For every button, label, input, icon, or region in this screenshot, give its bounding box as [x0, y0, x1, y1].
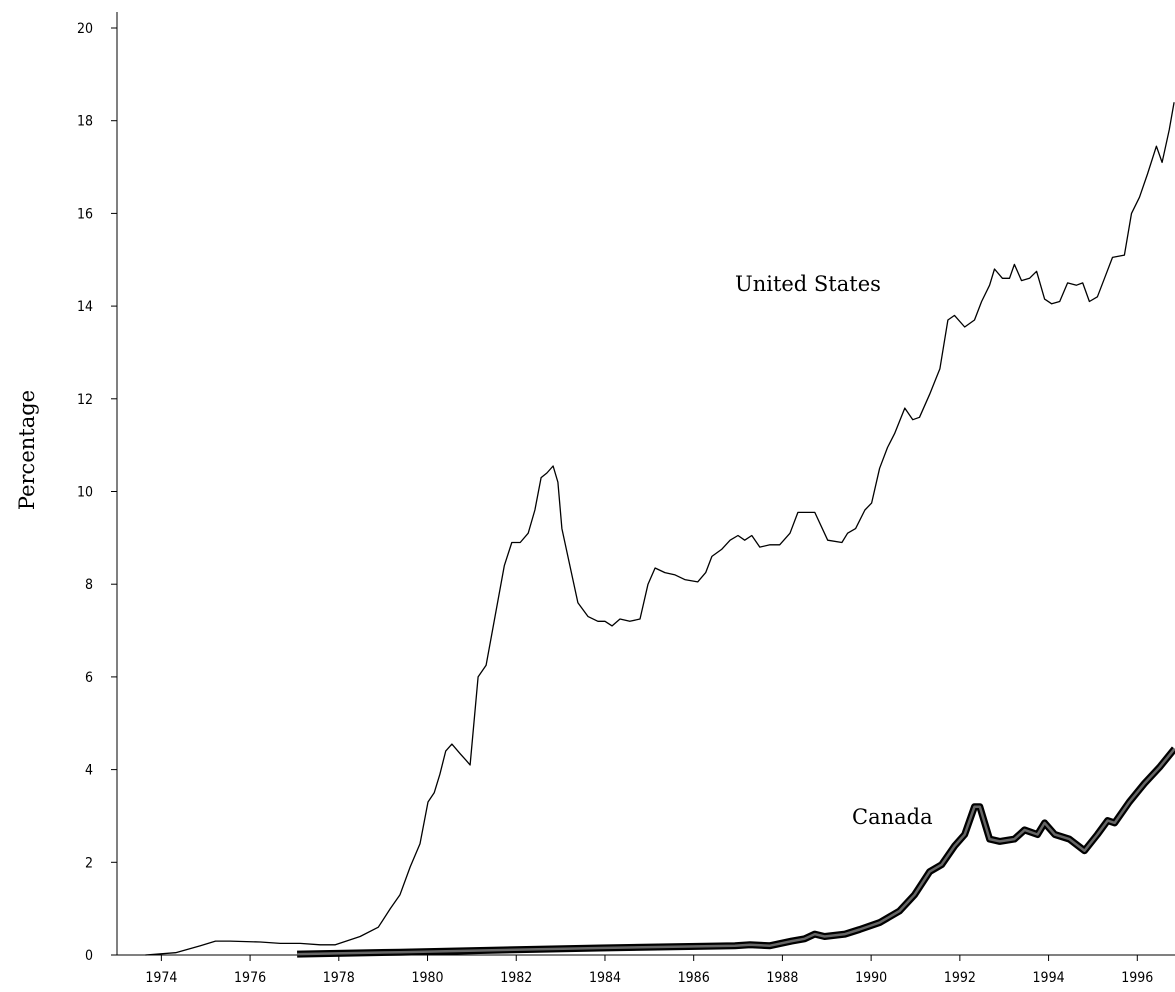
- series-line: [145, 102, 1175, 956]
- x-tick-label: 1996: [1121, 970, 1153, 986]
- y-tick-label: 10: [77, 485, 93, 501]
- x-tick-label: 1984: [589, 970, 621, 986]
- y-tick-label: 16: [77, 206, 93, 222]
- y-tick-label: 4: [85, 763, 93, 779]
- x-tick-label: 1980: [412, 970, 444, 986]
- y-tick-label: 12: [77, 392, 93, 408]
- series-line-outline: [297, 746, 1175, 958]
- x-tick-label: 1986: [678, 970, 710, 986]
- y-tick-label: 18: [77, 114, 93, 130]
- x-tick-label: 1988: [766, 970, 798, 986]
- y-tick-label: 6: [85, 670, 93, 686]
- x-tick-label: 1978: [323, 970, 355, 986]
- series-label: Canada: [852, 805, 933, 829]
- y-tick-label: 8: [85, 577, 93, 593]
- x-tick-label: 1990: [855, 970, 887, 986]
- y-tick-label: 0: [85, 948, 93, 964]
- x-tick-label: 1982: [500, 970, 532, 986]
- x-tick-label: 1994: [1033, 970, 1065, 986]
- x-tick-label: 1974: [145, 970, 177, 986]
- y-tick-label: 2: [85, 855, 93, 871]
- x-tick-label: 1976: [234, 970, 266, 986]
- y-tick-label: 20: [77, 21, 93, 37]
- series-line: [297, 747, 1175, 956]
- y-tick-label: 14: [77, 299, 93, 315]
- y-axis-label: Percentage: [15, 390, 39, 510]
- x-tick-label: 1992: [944, 970, 976, 986]
- series-label: United States: [735, 272, 881, 296]
